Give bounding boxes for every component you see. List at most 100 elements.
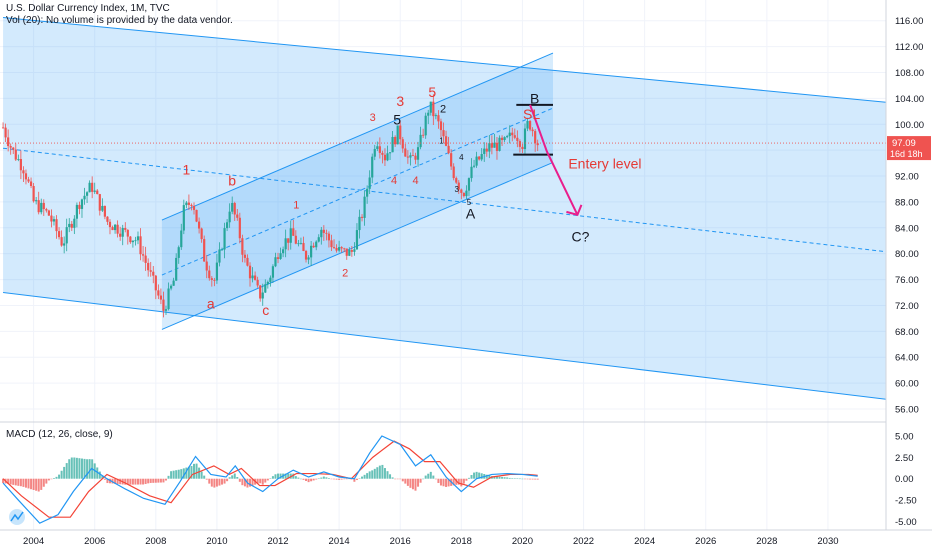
macd-histogram-bar — [119, 478, 122, 485]
candle-body — [210, 278, 213, 280]
candle-body — [480, 154, 483, 160]
candle-body — [226, 222, 229, 229]
macd-histogram-bar — [9, 478, 12, 485]
time-tick-label: 2024 — [634, 536, 655, 547]
candle-body — [317, 237, 320, 242]
macd-histogram-bar — [383, 468, 386, 479]
macd-histogram-bar — [462, 478, 465, 484]
candle-body — [338, 247, 341, 251]
candle-body — [45, 209, 48, 211]
candle-body — [108, 221, 112, 228]
candle-body — [12, 147, 15, 150]
price-tick-label: 100.00 — [895, 120, 924, 131]
macd-histogram-bar — [437, 478, 440, 483]
wave-label: 2 — [342, 267, 348, 279]
candle-body — [164, 309, 168, 311]
wave-label: C? — [572, 228, 590, 244]
candle-body — [27, 179, 30, 182]
candle-body — [376, 146, 379, 149]
macd-histogram-bar — [345, 478, 348, 480]
macd-histogram-bar — [157, 478, 160, 483]
macd-histogram-bar — [327, 478, 330, 479]
candle-body — [500, 137, 504, 141]
candle-body — [88, 182, 91, 193]
wave-label: b — [228, 173, 236, 189]
macd-histogram-bar — [534, 478, 537, 480]
macd-histogram-bar — [55, 476, 58, 479]
candle-body — [236, 214, 239, 218]
candle-body — [444, 136, 448, 146]
macd-histogram-bar — [493, 476, 496, 479]
candle-body — [462, 192, 465, 197]
macd-histogram-bar — [404, 478, 407, 484]
macd-histogram-bar — [511, 478, 514, 479]
macd-histogram-bar — [340, 478, 343, 480]
macd-histogram-bar — [343, 478, 346, 480]
macd-histogram-bar — [50, 478, 53, 480]
price-axis-bg — [886, 0, 932, 550]
macd-histogram-bar — [411, 478, 414, 490]
macd-histogram-bar — [19, 478, 22, 487]
macd-histogram-bar — [503, 477, 506, 479]
macd-histogram-bar — [508, 477, 511, 479]
macd-histogram-bar — [371, 470, 374, 479]
macd-histogram-bar — [294, 476, 297, 479]
macd-histogram-bar — [523, 478, 526, 480]
macd-histogram-bar — [78, 458, 81, 479]
candle-body — [187, 202, 191, 205]
macd-histogram-bar — [419, 478, 422, 483]
macd-histogram-bar — [139, 478, 142, 485]
candle-body — [144, 255, 147, 263]
candle-body — [422, 134, 425, 136]
macd-histogram-bar — [131, 478, 134, 485]
macd-histogram-bar — [142, 478, 145, 485]
candle-body — [220, 249, 224, 251]
candle-body — [284, 238, 287, 250]
candle-body — [32, 186, 35, 202]
macd-histogram-bar — [70, 457, 73, 479]
macd-histogram-bar — [24, 478, 27, 488]
macd-histogram-bar — [190, 466, 193, 479]
macd-histogram-bar — [30, 478, 33, 490]
candle-body — [483, 148, 486, 155]
macd-histogram-bar — [200, 471, 203, 479]
macd-tick-label: 0.00 — [895, 474, 914, 485]
price-tick-label: 56.00 — [895, 404, 919, 415]
candle-body — [399, 125, 402, 140]
candle-body — [129, 236, 132, 243]
candle-body — [141, 254, 145, 256]
candle-body — [279, 253, 282, 259]
candle-body — [276, 257, 280, 259]
macd-histogram-bar — [434, 478, 437, 480]
candle-body — [447, 145, 450, 154]
time-tick-label: 2030 — [817, 536, 838, 547]
time-tick-label: 2022 — [573, 536, 594, 547]
candle-body — [80, 199, 84, 209]
candle-body — [526, 121, 529, 129]
macd-histogram-bar — [338, 478, 341, 480]
wave-label: 1 — [439, 137, 444, 146]
macd-histogram-bar — [475, 471, 478, 479]
wave-label: 3 — [396, 93, 404, 109]
candle-body — [404, 148, 407, 157]
macd-histogram-bar — [284, 473, 287, 479]
candle-body — [205, 261, 208, 271]
candle-body — [113, 224, 117, 231]
candle-body — [287, 238, 290, 243]
price-tick-label: 112.00 — [895, 42, 923, 53]
candle-body — [203, 239, 206, 262]
candle-body — [139, 236, 142, 255]
time-tick-label: 2008 — [145, 536, 166, 547]
macd-histogram-bar — [80, 458, 83, 479]
candle-body — [488, 143, 491, 152]
macd-histogram-bar — [460, 478, 463, 487]
candle-body — [251, 275, 254, 279]
candle-body — [47, 210, 50, 216]
time-tick-label: 2012 — [267, 536, 288, 547]
macd-histogram-bar — [198, 467, 201, 479]
candle-body — [83, 195, 86, 200]
macd-histogram-bar — [424, 475, 427, 479]
price-tick-label: 80.00 — [895, 249, 919, 260]
macd-histogram-bar — [529, 478, 532, 480]
